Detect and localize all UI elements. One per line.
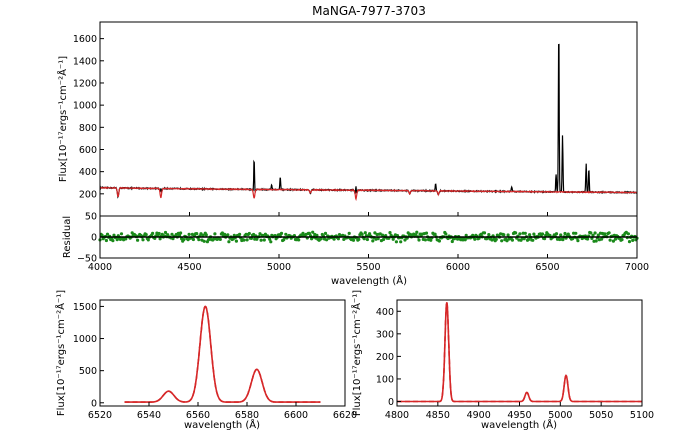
main-spectrum-axes: 200 400 600 800 1000 1200 1400 1600 (73, 34, 638, 216)
y-tick-label: 0 (91, 233, 97, 244)
halpha-zoom-panel: 6520 6540 6560 6580 6600 6620 0 500 1000 1500 Flu… (54, 290, 357, 431)
y-tick-label: 0 (91, 398, 97, 409)
main-spectrum-panel: 200 400 600 800 1000 1200 1400 1600 Flux[10⁻¹⁷e… (56, 21, 638, 217)
hbeta-zoom-axes: 4800 4850 4900 4950 5000 5050 5100 0 100 200 300 40… (376, 307, 654, 421)
observed-line (124, 305, 321, 403)
y-tick-label: 800 (79, 123, 97, 134)
x-tick-label: 5100 (630, 410, 654, 421)
y-tick-label: 400 (79, 167, 97, 178)
x-tick-label: 4950 (507, 410, 531, 421)
residual-points (98, 230, 639, 244)
x-tick-label: 6000 (446, 262, 470, 273)
y-tick-label: 1500 (73, 302, 97, 313)
observed-line (397, 302, 642, 403)
y-tick-label: 200 (79, 189, 97, 200)
hbeta-zoom-panel: 4800 4850 4900 4950 5000 5050 5100 0 100 200 300 40… (350, 290, 654, 431)
residual-xlabel: wavelength (Å) (331, 274, 407, 287)
y-tick-label: 1600 (73, 34, 97, 45)
residual-panel: 4000 4500 5000 5500 6000 6500 7000 −50 0 50 Resid… (62, 212, 649, 288)
halpha-zoom-ylabel: Flux[10⁻¹⁷ergs⁻¹cm⁻²Å⁻¹] (54, 290, 67, 416)
hbeta-zoom-ylabel: Flux[10⁻¹⁷ergs⁻¹cm⁻²Å⁻¹] (350, 290, 363, 416)
x-tick-label: 6500 (535, 262, 559, 273)
y-tick-label: 1200 (73, 78, 97, 89)
x-tick-label: 6600 (284, 410, 308, 421)
residual-ylabel: Residual (62, 216, 73, 258)
y-tick-label: −50 (77, 254, 97, 265)
x-tick-label: 5050 (589, 410, 613, 421)
halpha-zoom-xlabel: wavelength (Å) (184, 418, 260, 431)
hbeta-zoom-lines (397, 302, 642, 403)
model-spectrum-line (99, 186, 638, 202)
model-line-dashed (124, 305, 321, 403)
y-tick-label: 50 (85, 212, 97, 223)
halpha-zoom-axes: 6520 6540 6560 6580 6600 6620 0 500 1000 1500 (73, 302, 357, 421)
x-tick-label: 6540 (137, 410, 161, 421)
y-tick-label: 1400 (73, 56, 97, 67)
y-tick-label: 200 (376, 352, 394, 363)
y-tick-label: 600 (79, 145, 97, 156)
hbeta-zoom-xlabel: wavelength (Å) (481, 418, 557, 431)
x-tick-label: 7000 (625, 262, 649, 273)
y-tick-label: 1000 (73, 101, 97, 112)
x-tick-label: 5000 (267, 262, 291, 273)
x-tick-label: 6520 (88, 410, 112, 421)
y-tick-label: 300 (376, 329, 394, 340)
hbeta-zoom-frame (396, 299, 643, 407)
x-tick-label: 4900 (467, 410, 491, 421)
y-tick-label: 100 (376, 374, 394, 385)
x-tick-label: 5000 (548, 410, 572, 421)
halpha-zoom-frame (99, 299, 346, 407)
chart-title: MaNGA-7977-3703 (312, 4, 426, 18)
halpha-zoom-lines (124, 305, 321, 403)
y-tick-label: 500 (79, 366, 97, 377)
x-tick-label: 6580 (235, 410, 259, 421)
x-tick-label: 4800 (385, 410, 409, 421)
x-tick-label: 6620 (333, 410, 357, 421)
x-tick-label: 4850 (426, 410, 450, 421)
x-tick-label: 4000 (88, 262, 112, 273)
model-line-dashed (397, 302, 642, 403)
residual-axes: 4000 4500 5000 5500 6000 6500 7000 −50 0 50 (77, 212, 649, 274)
y-tick-label: 400 (376, 307, 394, 318)
y-tick-label: 0 (388, 397, 394, 408)
observed-spectrum-line (99, 43, 638, 199)
x-tick-label: 4500 (177, 262, 201, 273)
x-tick-label: 5500 (356, 262, 380, 273)
main-spectrum-lines (99, 43, 638, 202)
main-spectrum-ylabel: Flux[10⁻¹⁷ergs⁻¹cm⁻²Å⁻¹] (56, 56, 69, 182)
x-tick-label: 6560 (186, 410, 210, 421)
y-tick-label: 1000 (73, 334, 97, 345)
